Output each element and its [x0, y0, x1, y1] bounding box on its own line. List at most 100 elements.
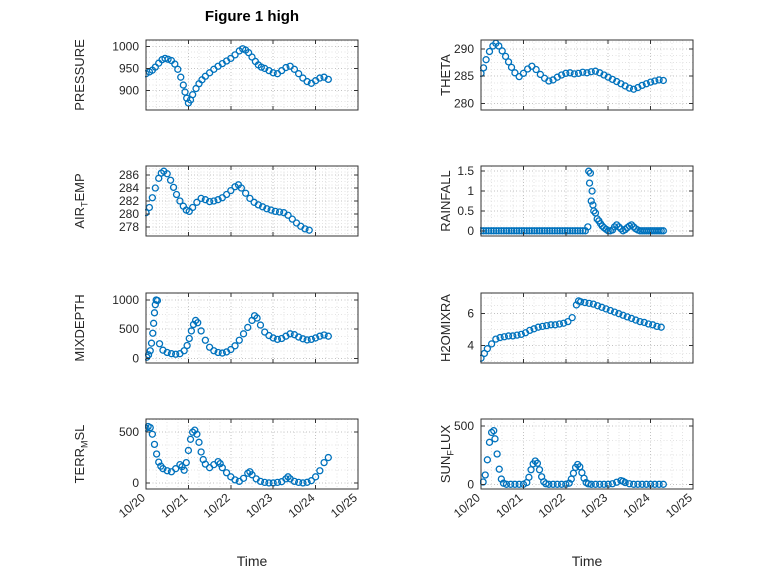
data-point [579, 227, 587, 235]
data-point [495, 227, 503, 235]
data-point [253, 314, 261, 322]
data-point [197, 327, 205, 335]
data-point [557, 71, 566, 79]
y-tick-label: 286 [119, 168, 139, 182]
data-point [629, 480, 638, 488]
data-point [642, 80, 651, 88]
data-point [305, 226, 313, 234]
data-point [153, 296, 162, 305]
data-point [490, 227, 498, 235]
data-point [273, 335, 282, 344]
y-tick-label: 1000 [112, 293, 139, 307]
data-point [588, 187, 596, 195]
data-point [205, 343, 214, 351]
data-point [481, 471, 489, 479]
data-point [515, 480, 523, 488]
y-tick-label: 500 [119, 425, 139, 439]
subplot-air-temp: 278 280 282 284 286 [88, 156, 364, 246]
axes-terr-msl: 0 500 10/20 10/21 10/22 10/23 10/24 10/25 [116, 418, 360, 521]
y-tick-label: 280 [119, 207, 139, 221]
data-point [655, 227, 663, 235]
data-point [579, 68, 587, 76]
data-point [261, 478, 269, 487]
subplot-rainfall: 0 0.5 1 1.5 [423, 156, 699, 246]
data-point [299, 74, 307, 82]
data-point [186, 435, 195, 443]
data-point [484, 227, 493, 235]
data-point [543, 321, 551, 330]
data-point [538, 227, 546, 235]
grid-lines [145, 166, 359, 236]
y-tick-label: 0 [467, 477, 474, 491]
data-point [278, 66, 286, 75]
data-point [543, 227, 551, 235]
data-point [201, 72, 210, 80]
data-point [188, 91, 197, 99]
data-point [244, 323, 252, 332]
data-point [497, 475, 506, 483]
scatter-series [480, 167, 667, 235]
data-point [530, 227, 539, 235]
data-point [218, 349, 226, 357]
data-point [180, 347, 188, 355]
data-point [602, 305, 610, 313]
tick-marks [145, 166, 359, 236]
data-point [284, 473, 292, 481]
data-point [271, 207, 279, 216]
data-point [483, 345, 492, 353]
data-point [659, 76, 667, 85]
data-point [574, 69, 583, 78]
data-point [324, 332, 332, 340]
data-point [564, 317, 572, 326]
data-point [324, 75, 332, 84]
data-point [214, 348, 222, 357]
data-point [163, 170, 171, 178]
y-tick-label: 500 [119, 322, 139, 336]
data-point [316, 74, 324, 82]
axes-box [145, 292, 359, 364]
data-point [290, 477, 299, 486]
data-point [608, 480, 617, 488]
data-point [507, 227, 516, 235]
data-point [150, 309, 159, 317]
data-point [619, 311, 627, 319]
data-point [657, 227, 665, 235]
data-point [222, 190, 231, 199]
data-point [591, 67, 600, 75]
axes-mixdepth: 0 500 1000 [112, 292, 359, 365]
data-point [166, 176, 175, 184]
data-point [585, 179, 594, 187]
data-point [307, 477, 316, 485]
scatter-series [145, 296, 332, 361]
data-point [201, 460, 210, 468]
data-point [485, 438, 494, 446]
data-point [485, 47, 494, 56]
data-point [502, 227, 511, 235]
data-point [589, 300, 598, 308]
data-point [167, 350, 176, 358]
data-point [535, 227, 544, 235]
data-point [151, 184, 159, 192]
tick-marks [480, 293, 694, 363]
data-point [261, 328, 269, 336]
data-point [587, 68, 595, 76]
data-point [273, 478, 282, 487]
data-point [511, 69, 519, 77]
y-tick-label: 285 [454, 69, 474, 83]
data-point [172, 465, 180, 473]
x-tick-label: 10/25 [663, 490, 695, 520]
data-point [587, 197, 595, 205]
data-point [505, 227, 513, 235]
data-point [556, 227, 564, 235]
data-point [282, 475, 290, 483]
data-point [492, 227, 500, 235]
y-tick-label: 0 [467, 224, 474, 238]
data-point [178, 463, 186, 471]
y-tick-label: 278 [119, 220, 139, 234]
data-point [239, 474, 248, 482]
data-point [651, 77, 659, 85]
data-point [587, 480, 595, 488]
data-point [583, 69, 591, 77]
y-tick-label: 1 [467, 184, 474, 198]
data-point [523, 227, 531, 235]
